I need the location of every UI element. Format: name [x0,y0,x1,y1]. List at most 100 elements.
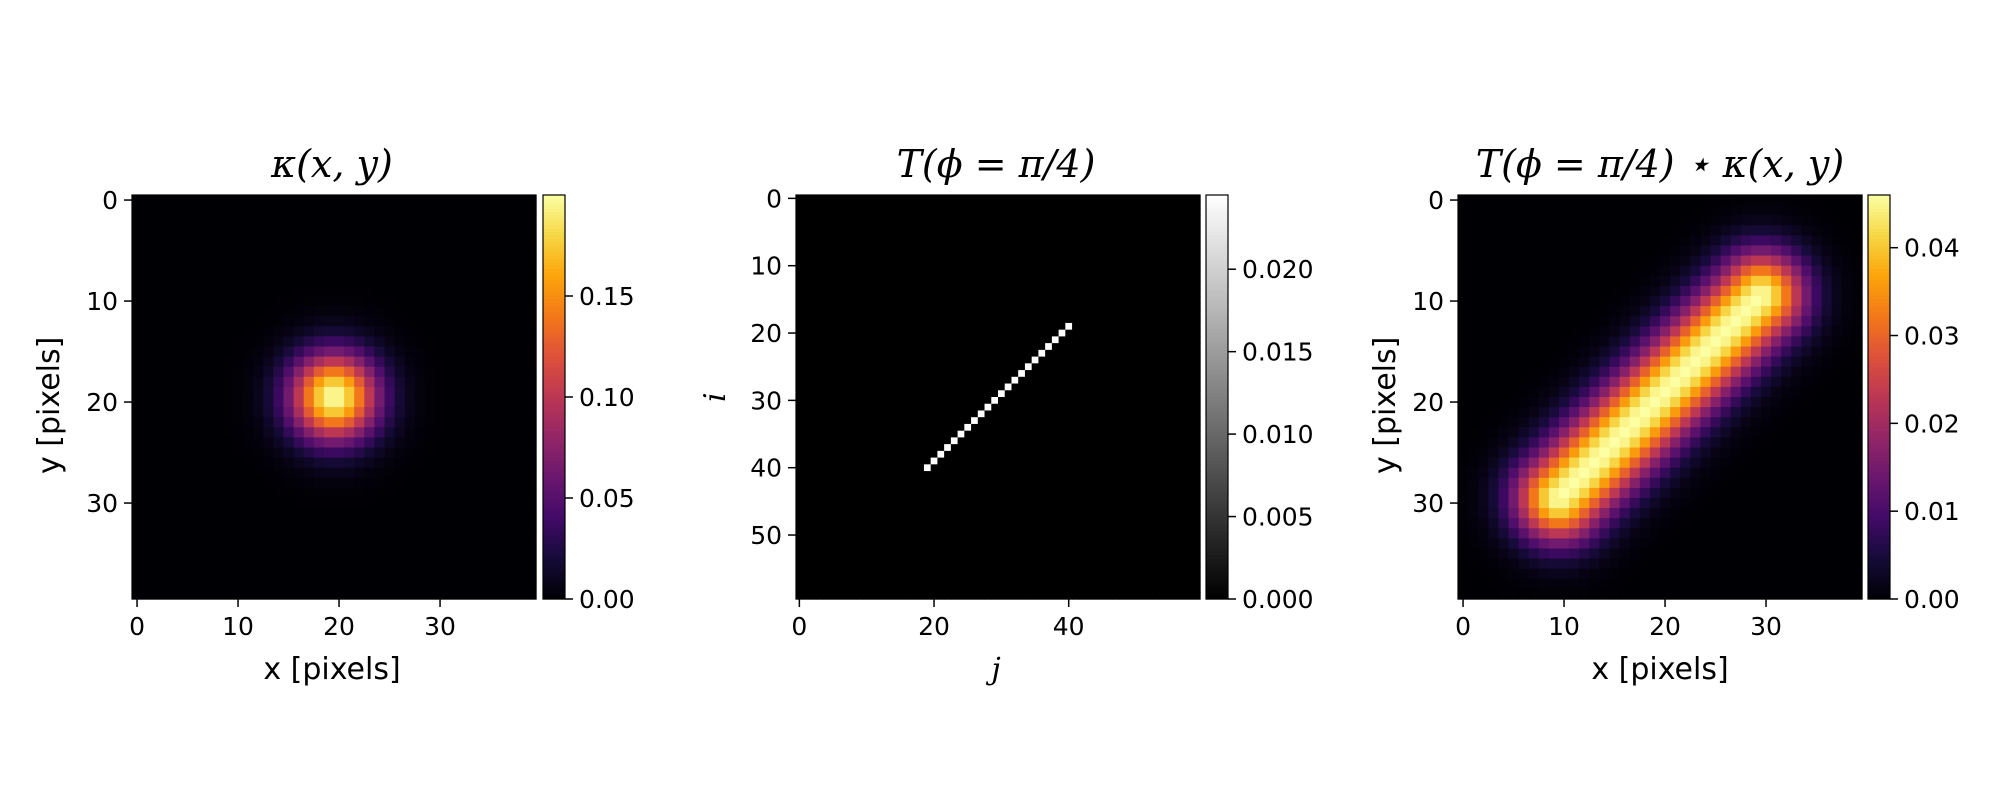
heatmap-cell [142,538,153,550]
heatmap-cell [1152,477,1161,486]
heatmap-cell [313,265,325,277]
heatmap-cell [1072,518,1080,526]
heatmap-cell [455,487,466,499]
heatmap-cell [283,578,295,590]
heatmap-cell [1105,235,1114,243]
heatmap-cell [883,289,891,297]
heatmap-cell [344,326,355,337]
heatmap-cell [384,316,396,327]
heatmap-cell [822,289,831,297]
heatmap-cell [930,390,938,398]
heatmap-cell [1099,390,1107,398]
heatmap-cell [1193,531,1201,539]
heatmap-cell [1045,208,1053,216]
heatmap-cell [1024,531,1033,539]
heatmap-cell [222,255,234,267]
heatmap-cell [1092,397,1100,405]
heatmap-cell [414,366,426,378]
heatmap-cell [354,326,365,337]
heatmap-cell [1099,269,1107,277]
heatmap-cell [1186,208,1194,216]
heatmap-cell [843,336,851,344]
heatmap-cell [1099,524,1107,533]
heatmap-cell [883,397,891,405]
heatmap-cell [809,322,817,331]
heatmap-cell [1159,504,1167,513]
heatmap-cell [843,235,851,243]
heatmap-cell [1065,282,1073,290]
heatmap-cell [455,498,466,509]
heatmap-cell [212,356,224,368]
heatmap-cell [1193,538,1201,546]
heatmap-cell [1099,464,1107,472]
heatmap-cell [977,201,986,210]
colorbar-step [543,481,565,486]
heatmap-cell [182,296,194,307]
heatmap-cell [384,326,396,337]
heatmap-cell [910,390,918,398]
colorbar-step [543,477,565,482]
heatmap-cell [964,195,972,203]
heatmap-cell [1112,356,1120,364]
heatmap-cell [505,457,517,469]
heatmap-cell [515,457,527,469]
heatmap-cell [313,437,325,449]
heatmap-cell [1004,215,1013,223]
heatmap-cell [1193,545,1201,553]
colorbar-step [543,353,565,358]
heatmap-cell [816,195,824,203]
heatmap-cell [525,205,537,216]
heatmap-cell [1031,296,1039,304]
heatmap-cell [485,538,497,550]
heatmap-cell [424,457,436,469]
heatmap-cell [829,336,837,344]
colorbar-step [543,343,565,348]
heatmap-cell [836,309,844,317]
heatmap-cell [977,349,986,358]
heatmap-cell [822,343,831,351]
heatmap-cell [414,447,426,459]
heatmap-cell [816,316,824,324]
heatmap-cell [1072,524,1080,533]
heatmap-cell [495,195,507,206]
heatmap-cell [243,447,254,459]
heatmap-cell [1179,316,1188,324]
heatmap-cell [404,195,416,206]
heatmap-cell [1099,397,1107,405]
heatmap-cell [162,558,173,570]
heatmap-cell [424,407,436,418]
heatmap-cell [1038,316,1046,324]
heatmap-cell [1186,403,1194,412]
heatmap-cell [1031,504,1039,513]
heatmap-cell [1139,397,1147,405]
heatmap-cell [917,524,925,533]
heatmap-cell [253,588,264,600]
heatmap-cell [802,383,811,391]
heatmap-cell [1058,289,1066,297]
heatmap-cell [273,316,285,327]
heatmap-cell [202,356,214,368]
heatmap-cell [1105,491,1114,499]
heatmap-cell [870,423,878,432]
heatmap-cell [917,343,925,351]
heatmap-cell [152,568,163,580]
heatmap-cell [937,491,945,499]
colorbar-step [543,366,565,371]
heatmap-cell [1065,269,1073,277]
heatmap-cell [1058,430,1066,438]
heatmap-cell [843,410,851,418]
heatmap-cell [273,245,285,257]
heatmap-cell [515,235,527,247]
heatmap-cell [424,225,436,236]
heatmap-cell [950,248,959,257]
heatmap-cell [182,457,194,469]
heatmap-cell [172,568,184,580]
heatmap-cell [263,417,274,428]
heatmap-cell [202,498,214,509]
heatmap-cell [1139,491,1147,499]
heatmap-cell [1105,309,1114,317]
heatmap-cell [937,302,945,311]
heatmap-cell [1078,201,1087,210]
heatmap-cell [404,558,416,570]
heatmap-cell [1132,538,1140,546]
